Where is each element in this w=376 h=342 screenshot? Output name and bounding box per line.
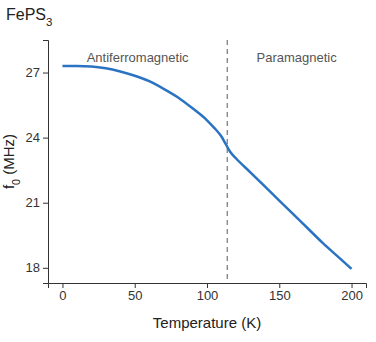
region-label: Paramagnetic — [257, 50, 338, 65]
chart: 0 50 100 150 200 18 21 24 27 Antiferromagnetic Par… — [0, 0, 376, 342]
tick: 100 — [197, 283, 219, 303]
tick-mark — [43, 73, 48, 74]
plot-area — [62, 40, 351, 283]
tick-label: 100 — [197, 288, 219, 303]
tick-label: 150 — [269, 288, 291, 303]
tick: 21 — [26, 195, 48, 210]
tick-label: 21 — [26, 195, 40, 210]
tick-mark — [43, 138, 48, 139]
tick: 24 — [26, 130, 48, 145]
title: FePS3 — [6, 6, 52, 28]
x-axis: 0 50 100 150 200 — [49, 283, 367, 303]
tick-mark — [43, 268, 48, 269]
tick: 200 — [341, 283, 363, 303]
line — [62, 66, 351, 269]
tick: 50 — [128, 283, 142, 303]
tick-label: 0 — [59, 288, 66, 303]
tick: 18 — [26, 260, 48, 275]
tick-label: 200 — [341, 288, 363, 303]
tick-label: 24 — [26, 130, 40, 145]
region-label: Antiferromagnetic — [87, 50, 189, 65]
tick: 27 — [26, 65, 48, 80]
y-axis: 18 21 24 27 — [26, 41, 49, 284]
tick-label: 18 — [26, 260, 40, 275]
y-axis-title: f0 (MHz) — [0, 134, 22, 189]
tick-label: 27 — [26, 65, 40, 80]
x-axis-title: Temperature (K) — [153, 314, 261, 331]
tick: 0 — [59, 283, 66, 303]
tick-mark — [43, 203, 48, 204]
axis-line — [43, 41, 49, 284]
transition-line — [227, 40, 228, 283]
tick-label: 50 — [128, 288, 142, 303]
tick: 150 — [269, 283, 291, 303]
